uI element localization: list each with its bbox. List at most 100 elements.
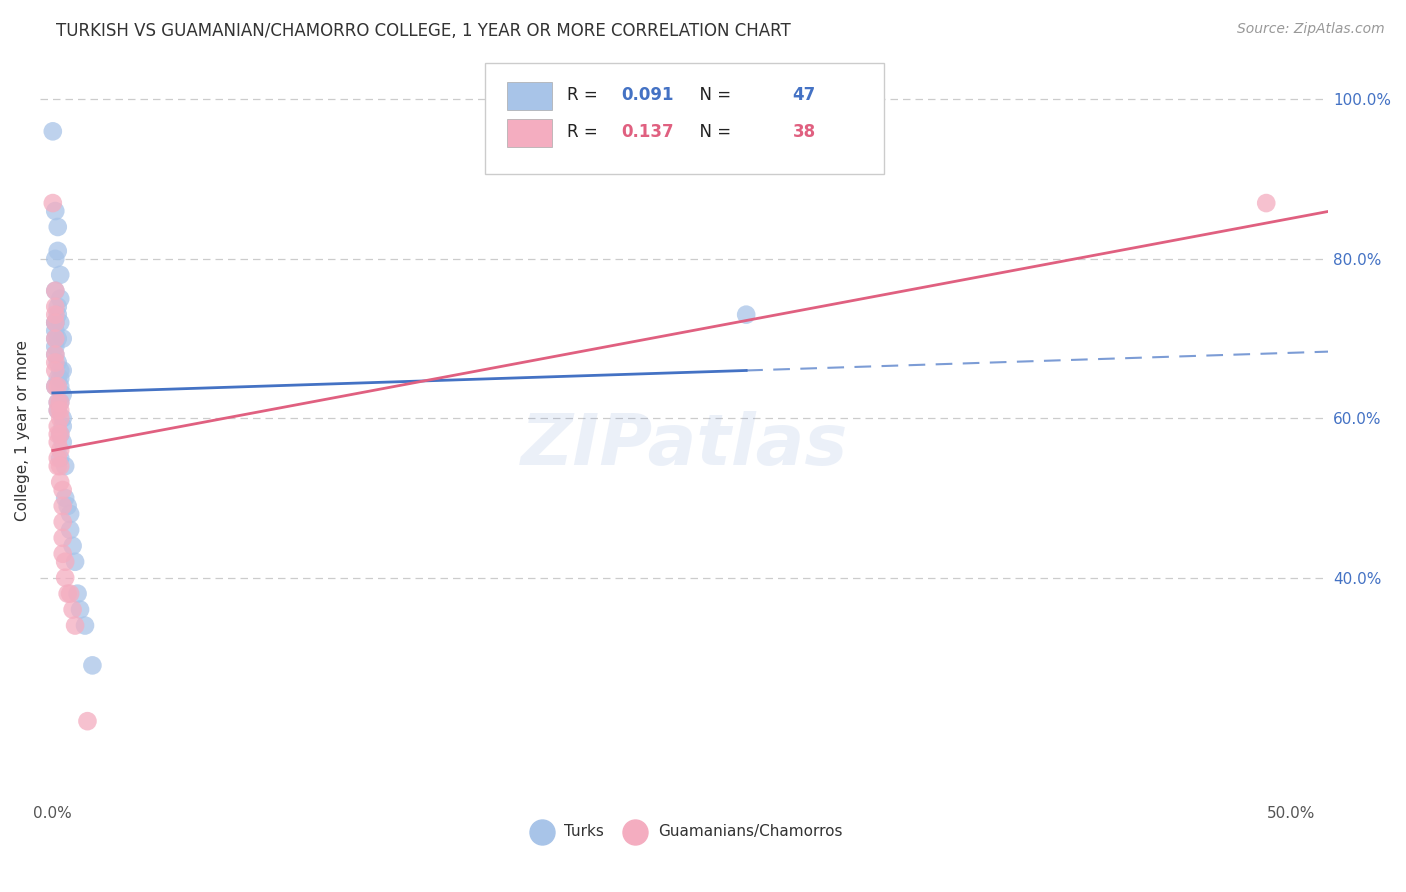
Point xyxy=(46,308,69,322)
FancyBboxPatch shape xyxy=(506,119,551,147)
Point xyxy=(73,618,96,632)
Point xyxy=(46,371,69,385)
Point xyxy=(52,483,75,497)
Point xyxy=(44,316,66,330)
Text: 38: 38 xyxy=(793,123,815,141)
Point xyxy=(44,340,66,354)
Point xyxy=(46,244,69,258)
Point xyxy=(49,363,72,377)
Text: 0.091: 0.091 xyxy=(621,87,673,104)
Point xyxy=(56,499,79,513)
Point xyxy=(44,355,66,369)
Point xyxy=(52,411,75,425)
Point xyxy=(46,451,69,466)
Point xyxy=(52,515,75,529)
FancyBboxPatch shape xyxy=(485,63,884,175)
Text: TURKISH VS GUAMANIAN/CHAMORRO COLLEGE, 1 YEAR OR MORE CORRELATION CHART: TURKISH VS GUAMANIAN/CHAMORRO COLLEGE, 1… xyxy=(56,22,792,40)
Point xyxy=(44,252,66,266)
Point xyxy=(46,419,69,434)
Point xyxy=(49,427,72,442)
Point xyxy=(44,316,66,330)
Point xyxy=(53,555,76,569)
Point xyxy=(59,587,82,601)
Point xyxy=(49,451,72,466)
Text: N =: N = xyxy=(689,87,737,104)
Text: N =: N = xyxy=(689,123,737,141)
Point xyxy=(52,387,75,401)
Point xyxy=(82,658,104,673)
Point xyxy=(49,443,72,458)
Point xyxy=(49,411,72,425)
Text: R =: R = xyxy=(567,87,603,104)
Point xyxy=(76,714,98,728)
Legend: Turks, Guamanians/Chamorros: Turks, Guamanians/Chamorros xyxy=(520,818,848,845)
Text: 0.137: 0.137 xyxy=(621,123,673,141)
Point xyxy=(735,308,758,322)
Point xyxy=(44,284,66,298)
Point xyxy=(62,602,84,616)
Point xyxy=(46,403,69,417)
Point xyxy=(52,499,75,513)
Point xyxy=(49,316,72,330)
Point xyxy=(46,219,69,234)
Point xyxy=(1256,196,1278,211)
Point xyxy=(44,347,66,361)
Point xyxy=(44,332,66,346)
Point xyxy=(52,435,75,450)
Point xyxy=(49,395,72,409)
Point xyxy=(62,539,84,553)
Point xyxy=(44,363,66,377)
Point xyxy=(46,435,69,450)
Point xyxy=(44,284,66,298)
Point xyxy=(46,300,69,314)
Point xyxy=(63,618,86,632)
Point xyxy=(44,379,66,393)
Point xyxy=(52,547,75,561)
Point xyxy=(44,379,66,393)
FancyBboxPatch shape xyxy=(506,82,551,110)
Point xyxy=(44,332,66,346)
Point xyxy=(46,403,69,417)
Point xyxy=(44,308,66,322)
Point xyxy=(53,491,76,505)
Point xyxy=(44,316,66,330)
Point xyxy=(42,196,65,211)
Point xyxy=(52,363,75,377)
Point xyxy=(46,427,69,442)
Point xyxy=(44,324,66,338)
Point xyxy=(49,292,72,306)
Point xyxy=(52,419,75,434)
Point xyxy=(52,531,75,545)
Point xyxy=(53,571,76,585)
Point xyxy=(46,395,69,409)
Point xyxy=(63,555,86,569)
Text: 47: 47 xyxy=(793,87,815,104)
Point xyxy=(44,300,66,314)
Point xyxy=(56,587,79,601)
Point xyxy=(49,371,72,385)
Point xyxy=(59,507,82,521)
Point xyxy=(49,395,72,409)
Point xyxy=(49,459,72,474)
Point xyxy=(49,475,72,489)
Text: R =: R = xyxy=(567,123,603,141)
Point xyxy=(46,355,69,369)
Point xyxy=(46,395,69,409)
Point xyxy=(59,523,82,537)
Text: Source: ZipAtlas.com: Source: ZipAtlas.com xyxy=(1237,22,1385,37)
Point xyxy=(44,347,66,361)
Point xyxy=(44,204,66,219)
Point xyxy=(46,332,69,346)
Point xyxy=(66,587,89,601)
Point xyxy=(49,379,72,393)
Point xyxy=(52,332,75,346)
Point xyxy=(46,459,69,474)
Point xyxy=(49,427,72,442)
Y-axis label: College, 1 year or more: College, 1 year or more xyxy=(15,340,30,521)
Point xyxy=(53,459,76,474)
Point xyxy=(49,403,72,417)
Point xyxy=(46,379,69,393)
Point xyxy=(49,268,72,282)
Text: ZIPatlas: ZIPatlas xyxy=(520,410,848,480)
Point xyxy=(69,602,91,616)
